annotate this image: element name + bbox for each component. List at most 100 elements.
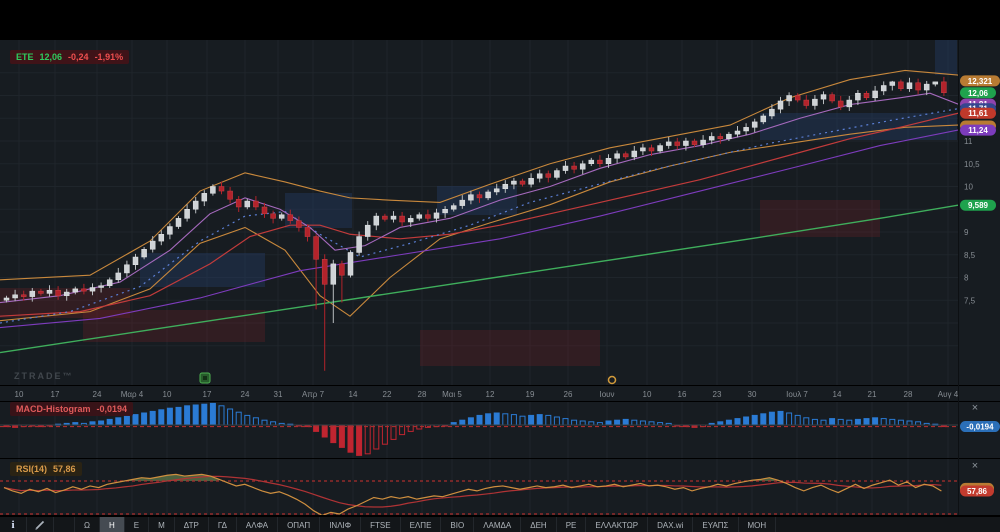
candle <box>227 190 233 200</box>
macd-bar <box>846 419 853 426</box>
ticker-tab-ΛΑΜΔΑ[interactable]: ΛΑΜΔΑ <box>474 517 522 532</box>
date-tick-label: Ιουλ 7 <box>786 390 808 399</box>
svg-text:11,61: 11,61 <box>968 109 988 118</box>
candle <box>55 289 61 296</box>
ticker-tab-ΓΔ[interactable]: ΓΔ <box>209 517 237 532</box>
candle <box>760 115 767 123</box>
close-rsi-pane-icon[interactable]: × <box>971 460 979 472</box>
ticker-tab-ΑΛΦΑ[interactable]: ΑΛΦΑ <box>237 517 279 532</box>
macd-bar <box>510 414 517 426</box>
symbol-info-bar: ETE 12,06 -0,24 -1,91% <box>10 50 130 64</box>
main-pane[interactable] <box>0 40 958 385</box>
date-tick-label: Μαι 5 <box>442 390 462 399</box>
candle <box>511 180 517 185</box>
candle <box>63 291 70 296</box>
rsi-label: RSI(14) <box>16 464 48 474</box>
ticker-tab-ΔΤΡ[interactable]: ΔΤΡ <box>175 517 209 532</box>
ticker-tab-ΕΥΑΠΣ[interactable]: ΕΥΑΠΣ <box>693 517 739 532</box>
candle <box>915 82 921 91</box>
candle <box>98 285 104 288</box>
candle <box>433 212 440 219</box>
candle <box>855 92 861 101</box>
macd-bar <box>209 402 216 426</box>
macd-bar <box>98 420 105 426</box>
ticker-tab-ΕΛΛΑΚΤΩΡ[interactable]: ΕΛΛΑΚΤΩΡ <box>586 517 649 532</box>
candle <box>330 263 337 285</box>
date-tick-label: 24 <box>241 390 250 399</box>
date-tick-label: 28 <box>904 390 913 399</box>
ticker-tab-ΟΠΑΠ[interactable]: ΟΠΑΠ <box>278 517 321 532</box>
candle <box>124 264 130 274</box>
candle <box>786 95 792 102</box>
price-axis-badge: 57,86 <box>960 485 994 497</box>
candle <box>339 263 345 276</box>
macd-bar <box>192 404 199 426</box>
candle <box>769 108 775 117</box>
candle <box>210 186 216 194</box>
svg-text:12,321: 12,321 <box>968 77 993 86</box>
svg-text:9,589: 9,589 <box>968 201 989 210</box>
macd-bar <box>459 419 466 426</box>
ticker-tab-ΔΕΗ[interactable]: ΔΕΗ <box>521 517 557 532</box>
candle <box>829 94 835 102</box>
candle <box>597 159 603 165</box>
macd-bar <box>158 409 165 426</box>
candle <box>708 136 715 141</box>
price-tick-label: 7,5 <box>964 296 976 305</box>
ticker-tab-DAX.wi[interactable]: DAX.wi <box>648 517 694 532</box>
ticker-tab-ΕΛΠΕ[interactable]: ΕΛΠΕ <box>401 517 442 532</box>
macd-bar <box>485 413 492 426</box>
candle <box>485 191 491 199</box>
ticker-tab-ΙΝΛΙΦ[interactable]: ΙΝΛΙΦ <box>320 517 362 532</box>
drawn-maroon-zone[interactable] <box>420 330 600 366</box>
date-tick-label: Μαρ 4 <box>121 390 144 399</box>
ticker-tab-ΒΙΟ[interactable]: ΒΙΟ <box>441 517 475 532</box>
ticker-tab-ΡΕ[interactable]: ΡΕ <box>557 517 587 532</box>
macd-bar <box>528 414 535 426</box>
price-change-pct: -1,91% <box>94 52 124 62</box>
drawn-navy-zone[interactable] <box>935 40 957 75</box>
drawn-navy-zone[interactable] <box>437 186 517 215</box>
macd-bar <box>149 410 156 426</box>
date-tick-label: 10 <box>163 390 172 399</box>
candle <box>46 289 53 294</box>
macd-bar <box>820 419 827 426</box>
candle <box>588 159 595 165</box>
candle <box>605 158 612 164</box>
macd-bar <box>786 412 793 426</box>
candle <box>889 81 896 86</box>
candle <box>631 150 638 158</box>
ticker-tab-ΜΟΗ[interactable]: ΜΟΗ <box>739 517 777 532</box>
macd-bar <box>897 419 904 426</box>
ticker-tab-Ε[interactable]: Ε <box>125 517 150 532</box>
macd-bar <box>476 414 483 426</box>
candle <box>674 141 681 146</box>
ticker-tab-Η[interactable]: Η <box>99 517 125 532</box>
ticker-tab-Μ[interactable]: Μ <box>149 517 175 532</box>
close-macd-pane-icon[interactable]: × <box>971 402 979 414</box>
candle <box>837 100 844 108</box>
price-tick-label: 9 <box>964 228 969 237</box>
macd-bar <box>390 424 397 440</box>
bottom-ticker-toolbar: i Ω Η Ε Μ ΔΤΡ ΓΔ ΑΛΦΑ ΟΠΑΠ ΙΝΛΙΦ FTSE ΕΛΠΕ ΒΙΟ ΛΑΜΔΑ… <box>0 516 1000 532</box>
macd-bar <box>218 405 225 426</box>
candle <box>399 215 405 223</box>
candle <box>812 98 818 106</box>
candle <box>3 297 10 301</box>
ticker-tab-Ω[interactable]: Ω <box>75 517 100 532</box>
macd-bar <box>364 424 371 455</box>
macd-bar <box>854 418 861 426</box>
platform-watermark: ZTRADE™ <box>14 371 74 381</box>
candle <box>794 95 801 101</box>
drawn-navy-zone[interactable] <box>140 253 265 287</box>
date-tick-label: 31 <box>274 390 283 399</box>
info-button[interactable]: i <box>0 517 27 532</box>
candle <box>373 215 380 226</box>
ticker-tab-FTSE[interactable]: FTSE <box>361 517 401 532</box>
candle <box>777 100 784 110</box>
drawn-navy-zone[interactable] <box>285 193 352 228</box>
drawn-maroon-zone[interactable] <box>760 200 880 237</box>
draw-pencil-button[interactable] <box>27 517 54 532</box>
event-marker-icon[interactable] <box>607 375 617 385</box>
